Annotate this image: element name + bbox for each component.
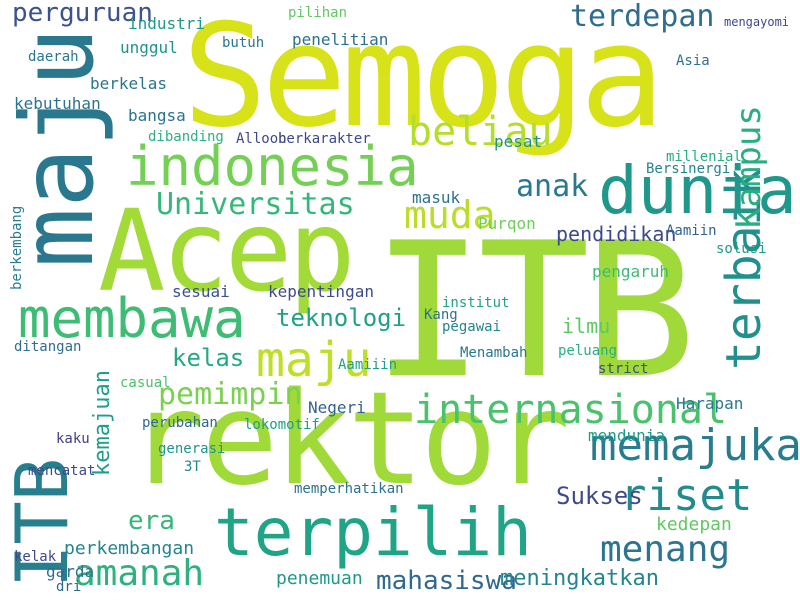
word: Asia [676, 53, 710, 69]
word: garda [46, 562, 95, 581]
word: kebutuhan [14, 94, 101, 113]
word: butuh [222, 35, 265, 51]
word: berkembang [9, 205, 25, 290]
word: Acep [98, 187, 356, 317]
word: mahasiswa [376, 566, 517, 596]
word: dibanding [148, 129, 224, 145]
word: penemuan [276, 568, 363, 589]
word: casual [120, 375, 171, 391]
word: dunia [598, 152, 797, 229]
word: pemimpin [158, 377, 303, 412]
word: bangsa [128, 106, 186, 125]
word: beliau [408, 109, 553, 155]
word: Aamiin [666, 223, 717, 239]
word: berkelas [90, 74, 168, 93]
word: sesuai [172, 282, 230, 301]
word: berkarakter [278, 131, 371, 147]
word: indonesia [126, 135, 419, 198]
word: kelak [14, 549, 57, 565]
word: strict [598, 361, 649, 377]
word: pegawai [442, 319, 502, 335]
word: pengaruh [592, 262, 670, 281]
word: era [128, 506, 175, 536]
word: Bersinergi [646, 161, 731, 177]
word: teknologi [276, 304, 407, 332]
word: pendidikan [556, 222, 677, 246]
word: anak [516, 169, 589, 204]
word: amanah [74, 553, 205, 594]
word: Kang [424, 307, 458, 323]
word: pilihan [288, 5, 348, 21]
word: meningkatkan [500, 566, 659, 591]
word: terdepan [570, 0, 715, 34]
word: kepentingan [268, 282, 374, 301]
word: riset [620, 470, 753, 521]
word: ditangan [14, 339, 82, 355]
word: menang [600, 529, 731, 570]
word: muda [404, 193, 496, 237]
word: peluang [558, 343, 618, 359]
word: penelitian [292, 30, 389, 49]
word: perguruan [12, 0, 153, 28]
word: millenial [666, 149, 742, 165]
word: Aamiiin [338, 357, 398, 373]
word: Semoga [182, 0, 665, 159]
word: masuk [412, 188, 461, 207]
word: perkembangan [64, 538, 195, 559]
word: mendunia [588, 426, 666, 445]
word: Negeri [308, 398, 366, 417]
word: industri [128, 14, 206, 33]
word: memajukan [590, 420, 800, 471]
word: internasional [414, 387, 728, 433]
word: daerah [28, 49, 79, 65]
word: pesat [494, 132, 543, 151]
word: Harapan [676, 394, 744, 413]
word: terpilih [214, 494, 532, 571]
word: lokomotif [244, 417, 320, 433]
word: rektor [128, 365, 570, 514]
word: perubahan [142, 415, 218, 431]
word: kelas [172, 344, 245, 372]
word: Sukses [556, 482, 643, 510]
word: kemajuan [90, 370, 115, 476]
word: membawa [18, 287, 246, 350]
word: memperhatikan [294, 481, 404, 497]
word: Purqon [478, 214, 536, 233]
word: generasi [158, 441, 226, 457]
word: institut [442, 295, 510, 311]
word: mengayomi [724, 15, 790, 29]
word: mencatat [28, 463, 96, 479]
word: unggul [120, 38, 178, 57]
word: ilmu [562, 314, 611, 338]
word: solusi [716, 241, 767, 257]
word: ITB [372, 202, 696, 419]
word: kaku [56, 431, 90, 447]
word: Allooh [236, 131, 287, 147]
word: kedepan [656, 514, 732, 535]
word: Universitas [156, 187, 355, 222]
word: dri [56, 579, 82, 595]
word: Menambah [460, 345, 528, 361]
word: 3T [184, 459, 201, 475]
word: maju [256, 332, 372, 388]
